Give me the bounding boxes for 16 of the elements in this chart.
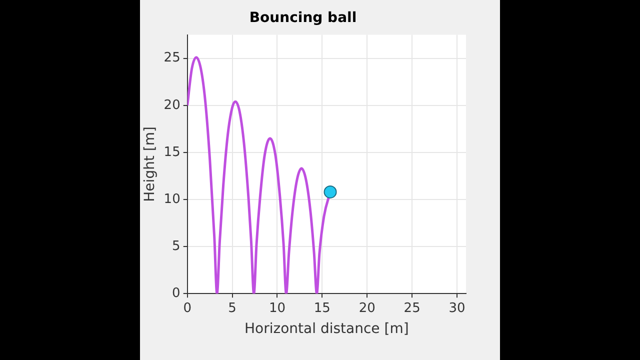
y-axis-title: Height [m] [142, 126, 158, 202]
x-tick-label: 0 [183, 300, 192, 316]
y-tick-label: 0 [172, 286, 180, 301]
y-tick-label: 25 [164, 50, 180, 66]
x-tick-label: 15 [314, 300, 330, 316]
x-tick-label: 10 [268, 300, 286, 316]
x-tick-label: 20 [358, 300, 376, 316]
chart-title: Bouncing ball [249, 10, 357, 26]
x-tick-label: 5 [228, 300, 236, 316]
x-tick-label: 30 [448, 300, 466, 316]
y-tick-label: 10 [164, 192, 180, 207]
x-axis-title: Horizontal distance [m] [244, 321, 409, 338]
y-tick-label: 20 [164, 98, 180, 113]
y-tick-label: 15 [164, 144, 180, 160]
x-tick-label: 25 [404, 300, 420, 316]
y-tick-label: 5 [172, 238, 180, 254]
